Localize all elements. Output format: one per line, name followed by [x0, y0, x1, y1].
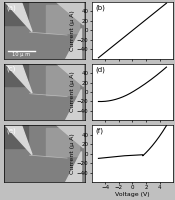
- Bar: [46, 5, 79, 33]
- Text: 10 μ m: 10 μ m: [12, 52, 30, 57]
- Bar: [4, 2, 28, 25]
- Bar: [46, 66, 79, 95]
- Y-axis label: Current (μ A): Current (μ A): [70, 72, 75, 112]
- Bar: [46, 128, 79, 156]
- Text: (d): (d): [96, 66, 106, 73]
- Text: (b): (b): [96, 5, 106, 11]
- Polygon shape: [5, 64, 32, 93]
- Text: (e): (e): [7, 127, 16, 134]
- Polygon shape: [65, 89, 81, 120]
- Text: (f): (f): [96, 128, 104, 134]
- Polygon shape: [5, 125, 32, 155]
- Polygon shape: [57, 125, 83, 148]
- X-axis label: Voltage (V): Voltage (V): [115, 192, 150, 197]
- Polygon shape: [65, 28, 81, 59]
- Polygon shape: [57, 2, 83, 25]
- Polygon shape: [57, 64, 83, 86]
- Polygon shape: [5, 2, 32, 32]
- Polygon shape: [65, 151, 81, 182]
- Bar: [4, 125, 28, 148]
- Y-axis label: Current (μ A): Current (μ A): [70, 10, 75, 51]
- Y-axis label: Current (μ A): Current (μ A): [70, 133, 75, 174]
- Text: (c): (c): [7, 66, 16, 72]
- Bar: [4, 64, 28, 86]
- Text: (a): (a): [7, 4, 16, 11]
